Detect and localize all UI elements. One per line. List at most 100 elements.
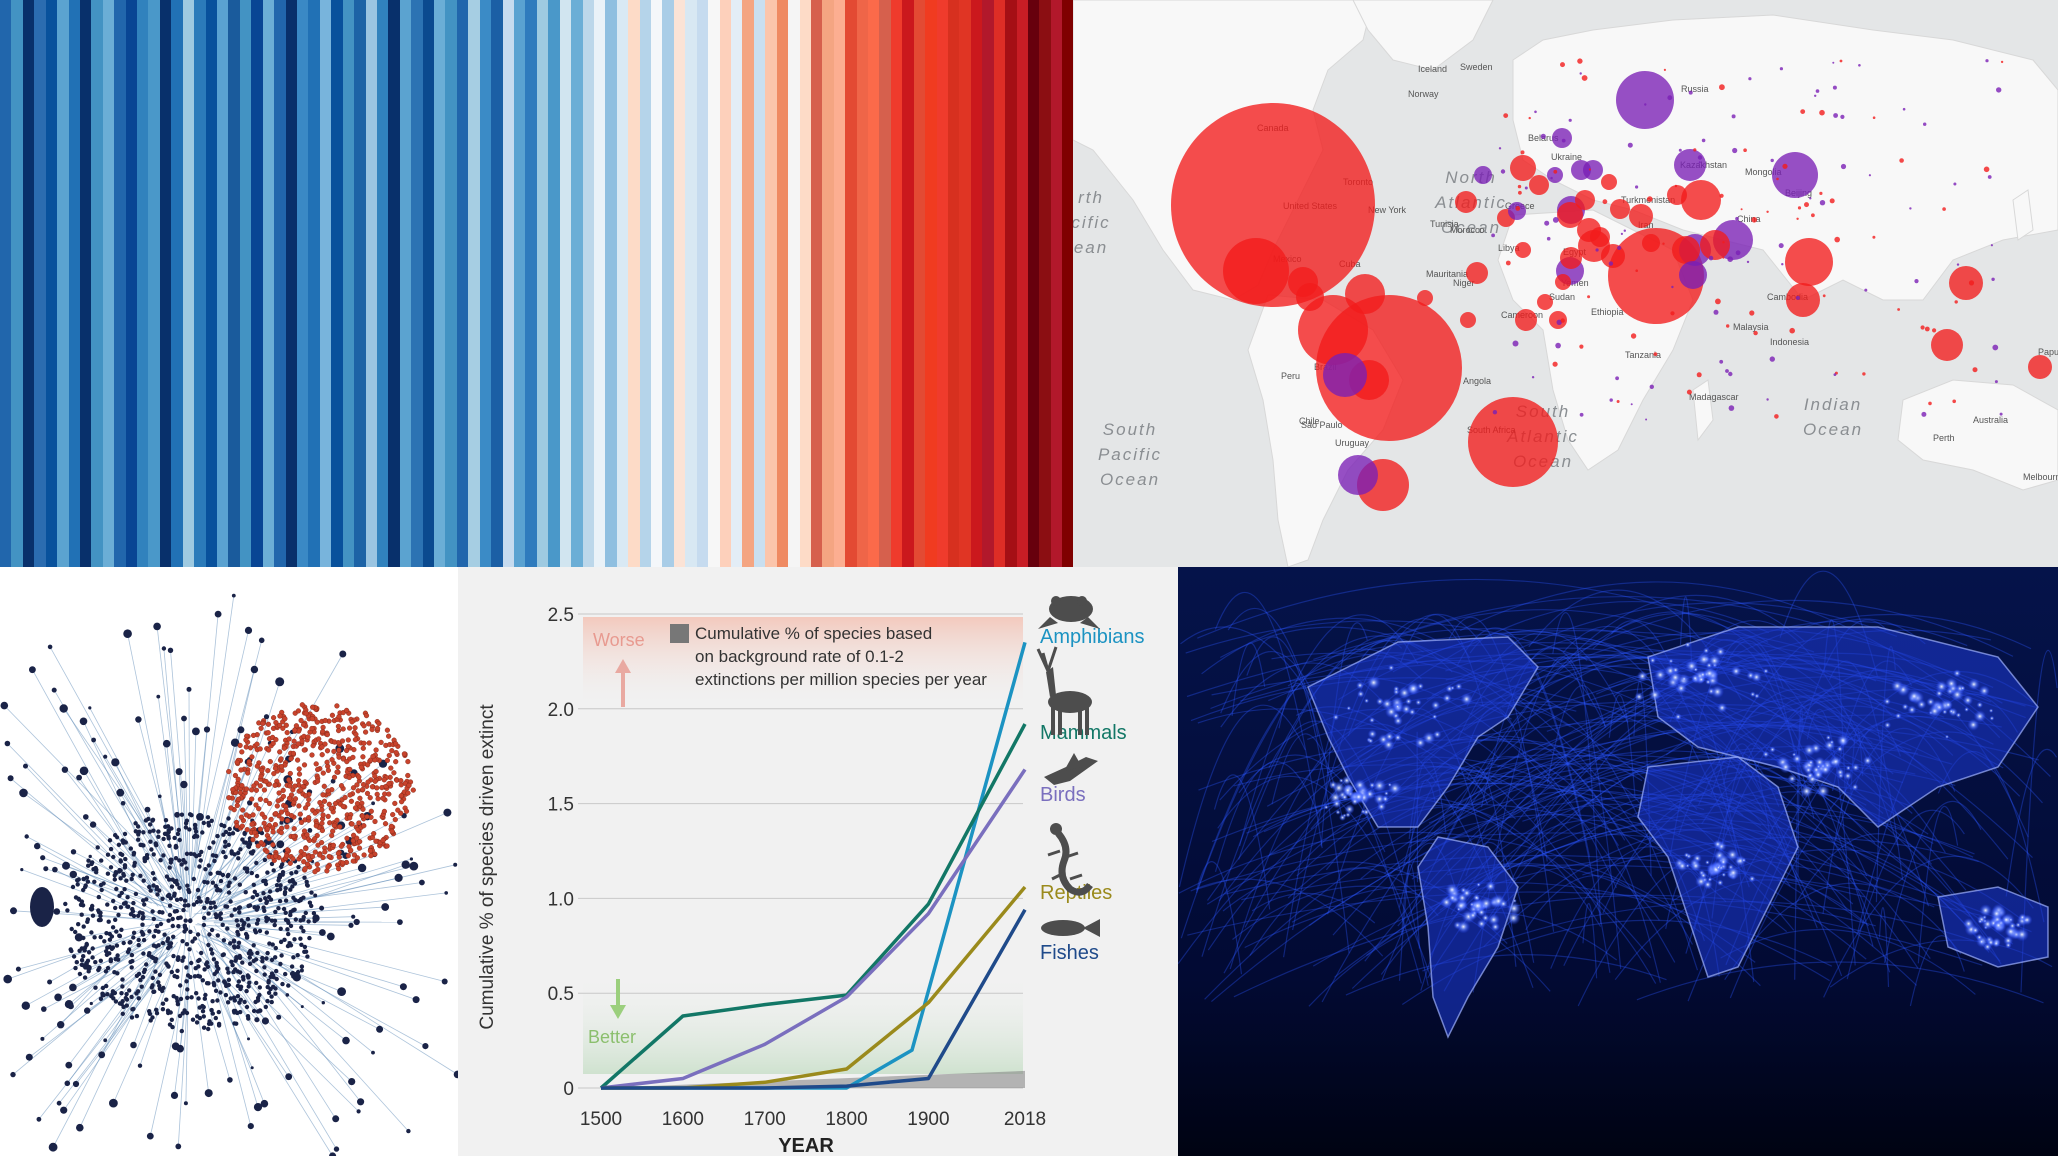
case-dot [1819,109,1825,116]
network-node [394,873,403,882]
network-node [348,922,354,928]
network-node [187,889,192,895]
network-node [41,1006,47,1012]
network-node [116,842,122,847]
network-node [270,740,276,747]
network-node [295,708,302,714]
network-node [319,905,325,911]
place-label: Tunisia [1430,219,1459,229]
network-node [256,806,262,812]
network-node [81,924,86,929]
case-dot [1735,250,1741,256]
network-node [254,921,260,926]
city-light [2021,914,2033,926]
network-node [356,845,363,851]
city-light [2008,922,2017,930]
case-bubble [1345,274,1385,314]
network-node [261,891,266,896]
network-edge [238,864,456,916]
case-dot [1778,243,1784,249]
stripe [628,0,640,567]
network-node [291,955,296,960]
stripe [308,0,320,567]
network-node [345,853,351,859]
network-node [252,889,257,894]
stripe [239,0,252,567]
case-bubble [1468,397,1558,487]
network-node [69,870,78,879]
case-dot [1561,138,1566,143]
network-node [238,997,243,1002]
city-light [1816,784,1830,798]
network-node [95,845,100,850]
case-dot [1996,87,2002,93]
stripe [673,0,686,567]
network-node [206,911,211,916]
network-node [136,837,141,842]
network-node [152,989,157,994]
city-light [1344,804,1355,815]
network-node [280,981,285,987]
case-dot [1609,398,1613,402]
network-node [161,836,166,842]
network-node [265,998,270,1004]
network-node [131,935,136,940]
network-node [262,972,267,977]
network-node [183,825,189,830]
network-edge [49,927,144,983]
network-node [182,898,188,903]
stripe [479,0,492,567]
network-node [225,966,230,971]
network-node [80,903,86,908]
connection-arc [1720,928,1976,995]
network-node [227,826,232,832]
stripe [845,0,857,567]
case-dot [1746,260,1750,264]
city-light [1394,703,1401,710]
network-node [151,916,156,922]
network-node [289,964,295,969]
network-node [287,860,293,866]
network-node [240,837,245,842]
network-node [293,898,298,903]
network-node [373,768,379,775]
network-node [284,730,290,736]
network-node [93,960,98,965]
network-node [201,915,207,921]
connection-arc [1551,656,1622,969]
case-bubble [1510,155,1536,181]
stripe [228,0,240,567]
network-node [113,956,118,962]
stripe [536,0,549,567]
city-light [1787,774,1797,784]
network-node [43,866,49,872]
network-node [150,871,156,876]
network-node [202,967,207,972]
case-dot [1515,206,1521,211]
network-node [148,839,153,844]
case-dot [1620,232,1623,235]
network-node [188,974,193,980]
network-node [322,717,328,724]
network-node [237,742,243,749]
city-light [1479,896,1493,911]
city-light [1989,715,1995,721]
city-light [1977,919,1983,924]
network-node [349,821,355,827]
network-node [247,1037,250,1041]
network-node [174,811,181,818]
connection-arc [1214,761,1319,872]
connection-arc [1582,903,1598,979]
network-node [271,868,276,873]
stripe [662,0,674,567]
continent-outlines [1307,626,2049,1039]
network-node [397,919,403,925]
network-node [200,978,205,983]
ocean-label-north-pacific: rth cific ean [1073,188,1111,257]
network-node [326,801,332,807]
case-bubble [1474,166,1492,184]
stripe [251,0,263,567]
network-node [124,878,129,883]
case-dot [1751,217,1757,223]
network-node [131,850,137,856]
